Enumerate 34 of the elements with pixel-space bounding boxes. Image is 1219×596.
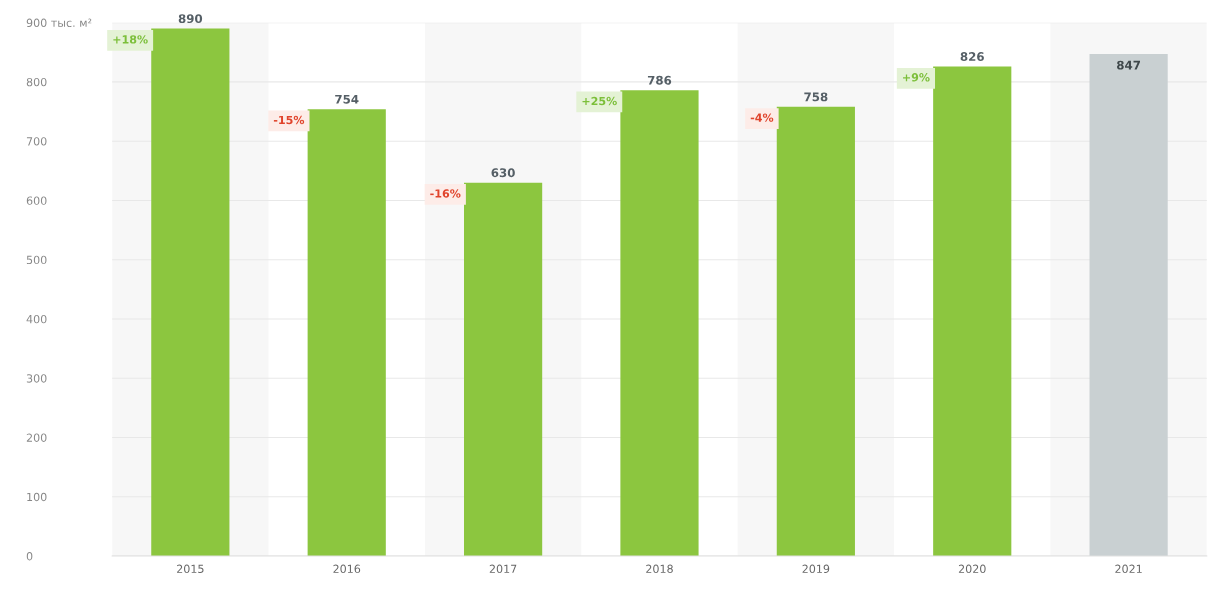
data-label: 758 [804,92,828,102]
x-tick-label: 2015 [177,564,204,573]
y-tick-label: 900 тыс. м² [26,18,92,28]
y-tick-label: 700 [26,137,47,146]
data-label: 890 [178,14,203,24]
annotation: -15% [273,115,305,125]
annotation: +18% [113,35,148,44]
y-tick-label: 0 [26,552,33,561]
bar [464,182,543,557]
x-tick-label: 2016 [333,564,361,573]
data-label: 786 [647,75,672,85]
y-tick-label: 500 [26,255,47,265]
bar [620,90,699,557]
data-label: 754 [335,94,359,104]
x-tick-label: 2019 [802,564,830,573]
y-tick-label: 100 [27,492,47,502]
annotation: -16% [430,189,461,198]
x-tick-label: 2021 [1115,564,1142,573]
y-tick-label: 200 [26,433,47,442]
y-tick-label: 300 [26,374,47,383]
data-label: 826 [960,52,984,62]
bar [307,109,386,557]
x-tick-label: 2017 [489,564,517,573]
annotation: -4% [750,113,774,122]
x-tick-label: 2020 [958,564,986,573]
y-tick-label: 600 [26,196,47,205]
data-label: 630 [491,168,515,178]
annotation: +9% [903,73,930,82]
bar [933,66,1012,557]
x-tick-label: 2018 [646,564,673,573]
annotation: +25% [582,96,617,106]
data-label: 847 [1117,60,1140,70]
y-tick-label: 400 [26,314,47,324]
y-tick-label: 800 [26,77,47,87]
